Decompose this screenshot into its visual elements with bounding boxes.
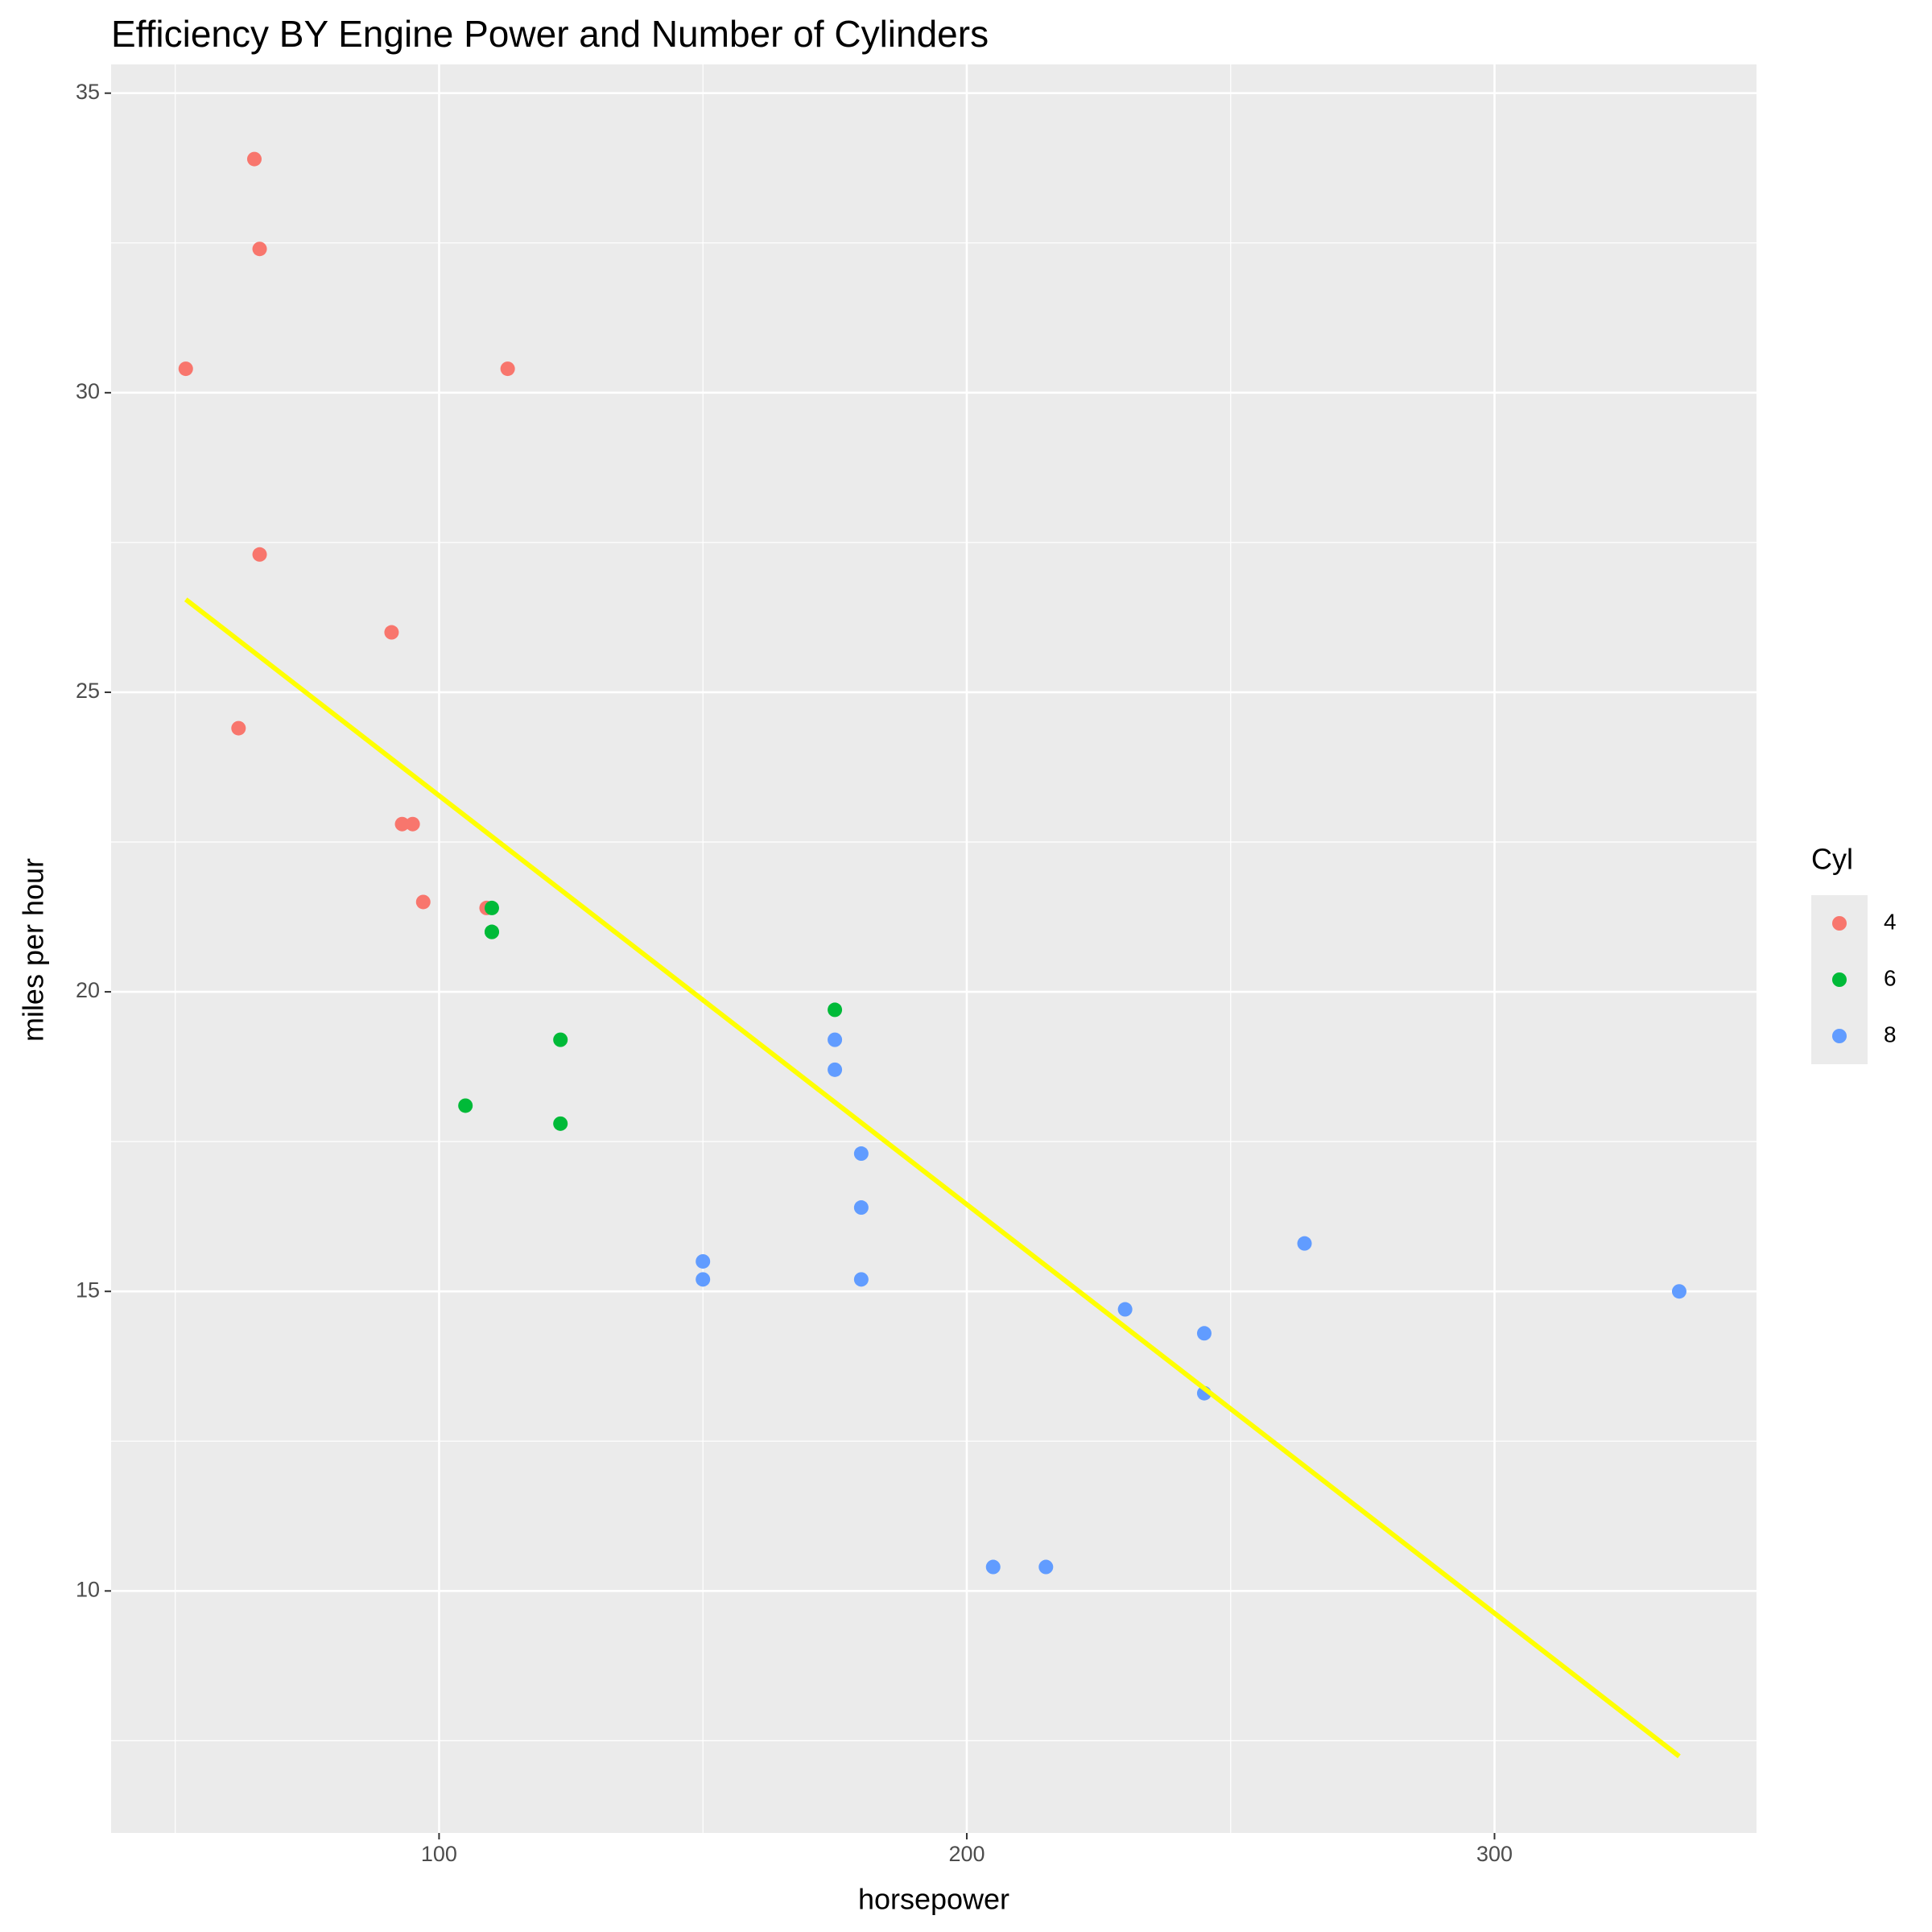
point	[696, 1253, 711, 1269]
chart-title: Efficiency BY Engine Power and Number of…	[111, 13, 989, 55]
point	[828, 1032, 843, 1047]
y-tick-label: 20	[76, 978, 100, 1002]
x-tick-label: 100	[421, 1842, 457, 1866]
point	[231, 720, 246, 736]
point	[415, 894, 431, 910]
y-axis-title: miles per hour	[17, 858, 50, 1042]
point	[553, 1032, 568, 1047]
point	[828, 1002, 843, 1018]
point	[405, 816, 420, 832]
y-tick-label: 30	[76, 379, 100, 403]
point	[252, 547, 267, 562]
point	[553, 1116, 568, 1131]
point	[484, 924, 499, 939]
point	[853, 1272, 869, 1287]
point	[828, 1062, 843, 1077]
legend-label: 4	[1884, 909, 1897, 934]
plot-panel	[111, 64, 1757, 1833]
fit-line	[184, 597, 1681, 1759]
point	[1038, 1559, 1054, 1575]
legend-key	[1832, 972, 1847, 987]
point	[384, 625, 399, 640]
legend-title: Cyl	[1811, 843, 1853, 876]
point	[500, 361, 515, 377]
point	[178, 361, 193, 377]
point	[853, 1146, 869, 1162]
point	[484, 900, 499, 915]
y-tick-label: 35	[76, 80, 100, 104]
point	[394, 816, 410, 832]
legend-key	[1832, 916, 1847, 931]
point	[1117, 1302, 1133, 1317]
y-tick-label: 15	[76, 1278, 100, 1302]
point	[1196, 1326, 1212, 1341]
x-tick-label: 200	[948, 1842, 985, 1866]
x-axis-title: horsepower	[858, 1883, 1009, 1916]
point	[853, 1200, 869, 1216]
legend-label: 6	[1884, 965, 1897, 990]
y-tick-label: 25	[76, 679, 100, 703]
point	[246, 151, 262, 167]
legend-key	[1832, 1029, 1847, 1043]
x-tick-label: 300	[1476, 1842, 1513, 1866]
legend-label: 8	[1884, 1022, 1897, 1046]
point	[252, 242, 267, 257]
y-tick-label: 10	[76, 1577, 100, 1601]
point	[1297, 1236, 1312, 1251]
point	[696, 1272, 711, 1287]
point	[458, 1098, 473, 1113]
point	[1671, 1284, 1686, 1299]
point	[985, 1559, 1001, 1575]
